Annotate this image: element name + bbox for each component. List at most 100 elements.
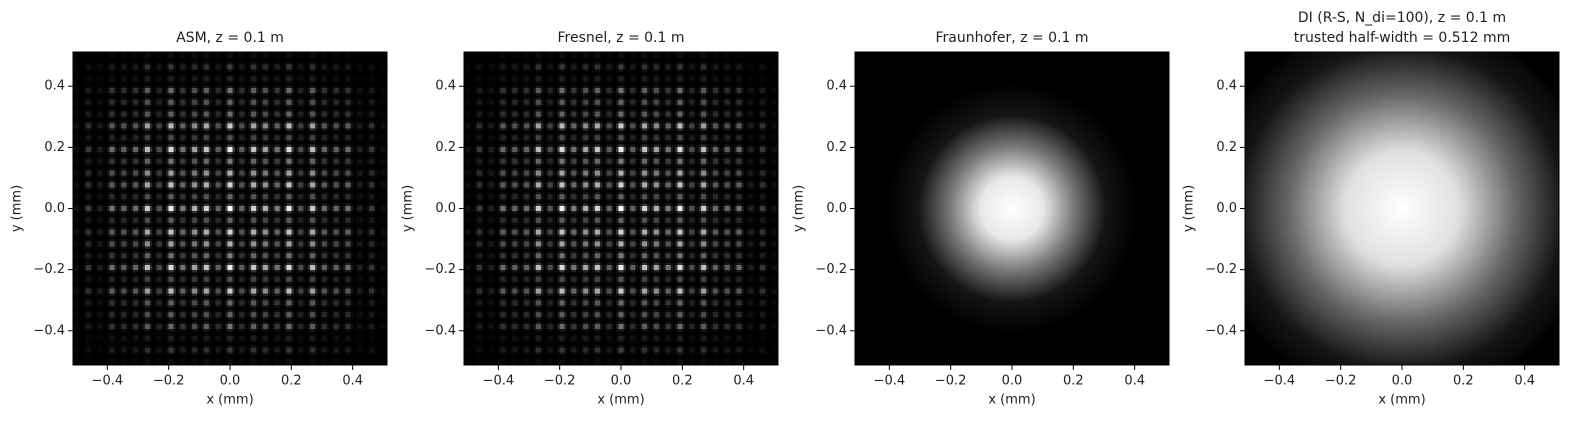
fringe-glow	[464, 333, 778, 343]
image	[855, 52, 1169, 365]
fringe-glow	[73, 86, 387, 96]
fringe-glow	[464, 109, 778, 119]
fringe-glow	[464, 345, 778, 355]
fringe-glow	[73, 145, 387, 155]
image	[1212, 19, 1590, 399]
x-axis-label: x (mm)	[206, 393, 253, 408]
fringe-glow	[73, 322, 387, 332]
panel: −0.4 −0.2 0.0 0.2 0.4 −0.4 −0.2 0.0 0.2 0.4 DI (R-…	[1182, 10, 1590, 408]
x-tick-label: 0.4	[733, 374, 754, 389]
fringe-glow	[464, 97, 778, 107]
fringe-glow	[73, 263, 387, 273]
fringe-glow	[464, 310, 778, 320]
y-tick-label: −0.4	[1205, 323, 1237, 338]
x-tick-label: 0.2	[1063, 374, 1084, 389]
fringe-glow	[73, 310, 387, 320]
y-tick-label: −0.4	[815, 323, 847, 338]
x-tick-label: −0.2	[935, 374, 967, 389]
x-tick-label: −0.4	[874, 374, 906, 389]
x-tick-label: 0.0	[611, 374, 632, 389]
fringe-glow	[73, 251, 387, 261]
fringe-glow	[464, 156, 778, 166]
y-tick-label: −0.2	[1205, 262, 1237, 277]
x-axis-label: x (mm)	[988, 393, 1035, 408]
fringe-glow	[73, 192, 387, 202]
fringe-glow	[464, 168, 778, 178]
fringe-glow	[73, 239, 387, 249]
fringe-glow	[73, 333, 387, 343]
fringe-glow	[464, 121, 778, 131]
panel-title: ASM, z = 0.1 m	[176, 30, 284, 46]
x-tick-label: 0.0	[1392, 374, 1413, 389]
y-tick-label: 0.2	[826, 140, 847, 155]
fringe-glow	[464, 204, 778, 214]
y-axis-label: y (mm)	[401, 185, 416, 232]
fringe-glow	[464, 227, 778, 237]
fringes-horizontal	[464, 50, 778, 367]
fringes-horizontal	[73, 50, 387, 367]
fringe-glow	[73, 286, 387, 296]
x-tick-label: −0.4	[92, 374, 124, 389]
fringe-glow	[73, 97, 387, 107]
x-tick-label: −0.2	[153, 374, 185, 389]
y-tick-label: 0.0	[1216, 201, 1237, 216]
y-tick-label: 0.2	[1216, 140, 1237, 155]
y-axis-label: y (mm)	[792, 185, 807, 232]
fringe-glow	[73, 121, 387, 131]
x-tick-label: 0.2	[1453, 374, 1474, 389]
x-tick-label: 0.0	[220, 374, 241, 389]
spot	[887, 84, 1137, 334]
panel-subtitle: trusted half-width = 0.512 mm	[1294, 30, 1510, 46]
x-axis-label: x (mm)	[597, 393, 644, 408]
fringe-glow	[73, 298, 387, 308]
fringe-glow	[464, 145, 778, 155]
image	[463, 50, 780, 367]
y-tick-label: 0.0	[826, 201, 847, 216]
fringe-glow	[464, 251, 778, 261]
fringe-glow	[464, 239, 778, 249]
fringe-glow	[73, 133, 387, 143]
fringe-glow	[464, 322, 778, 332]
fringe-glow	[464, 286, 778, 296]
y-tick-label: −0.4	[424, 323, 456, 338]
y-tick-label: 0.2	[435, 140, 456, 155]
x-tick-label: 0.0	[1002, 374, 1023, 389]
fringe-glow	[464, 74, 778, 84]
panel-title: DI (R-S, N_di=100), z = 0.1 m	[1298, 10, 1506, 26]
x-tick-label: −0.4	[1264, 374, 1296, 389]
fringe-glow	[73, 180, 387, 190]
x-tick-label: 0.2	[281, 374, 302, 389]
fringe-glow	[73, 168, 387, 178]
fringe-glow	[464, 215, 778, 225]
fringe-glow	[73, 62, 387, 72]
fringe-glow	[464, 62, 778, 72]
fringe-glow	[464, 263, 778, 273]
y-axis-label: y (mm)	[1182, 185, 1197, 232]
x-tick-label: −0.2	[544, 374, 576, 389]
x-axis-label: x (mm)	[1378, 393, 1425, 408]
y-tick-label: 0.4	[1216, 79, 1237, 94]
x-tick-label: 0.4	[1514, 374, 1535, 389]
fringe-glow	[464, 133, 778, 143]
fringe-glow	[73, 109, 387, 119]
fringe-glow	[73, 227, 387, 237]
fringe-glow	[464, 274, 778, 284]
fringe-glow	[464, 298, 778, 308]
fringe-glow	[73, 345, 387, 355]
y-tick-label: −0.4	[33, 323, 65, 338]
x-tick-label: 0.4	[342, 374, 363, 389]
x-tick-label: −0.2	[1325, 374, 1357, 389]
panel-title: Fraunhofer, z = 0.1 m	[935, 30, 1088, 46]
y-axis-label: y (mm)	[10, 185, 25, 232]
fringe-glow	[73, 215, 387, 225]
fringe-glow	[73, 204, 387, 214]
x-tick-label: 0.2	[672, 374, 693, 389]
fringe-glow	[73, 274, 387, 284]
y-tick-label: 0.4	[826, 79, 847, 94]
y-tick-label: 0.4	[44, 79, 65, 94]
x-tick-label: −0.4	[483, 374, 515, 389]
fringe-glow	[464, 180, 778, 190]
